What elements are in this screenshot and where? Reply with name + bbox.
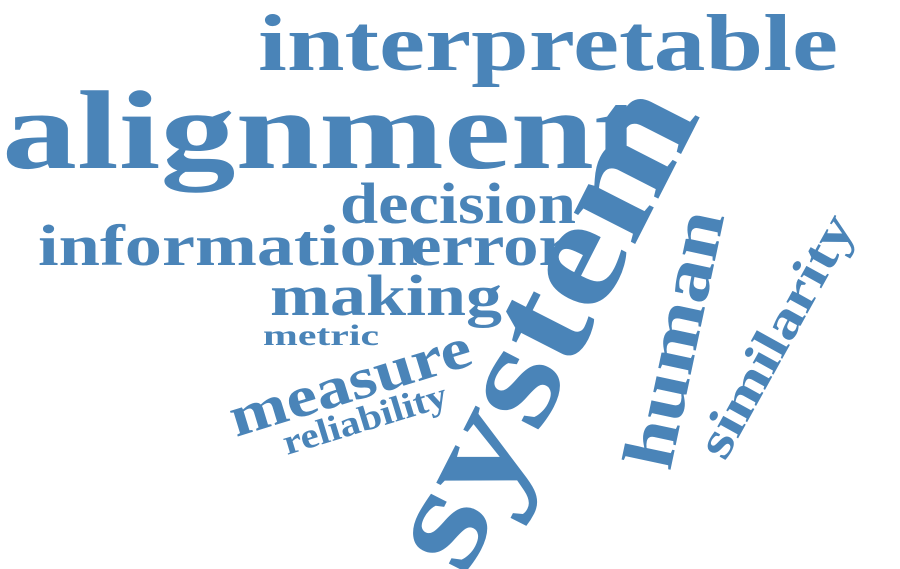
word-alignment: alignment xyxy=(2,69,644,193)
word-decision: decision xyxy=(340,171,576,236)
word-metric: metric xyxy=(263,319,379,352)
word-information: information xyxy=(38,213,418,278)
word-error: error xyxy=(410,213,570,278)
word-interpretable: interpretable xyxy=(258,0,838,88)
word-making: making xyxy=(270,263,502,328)
